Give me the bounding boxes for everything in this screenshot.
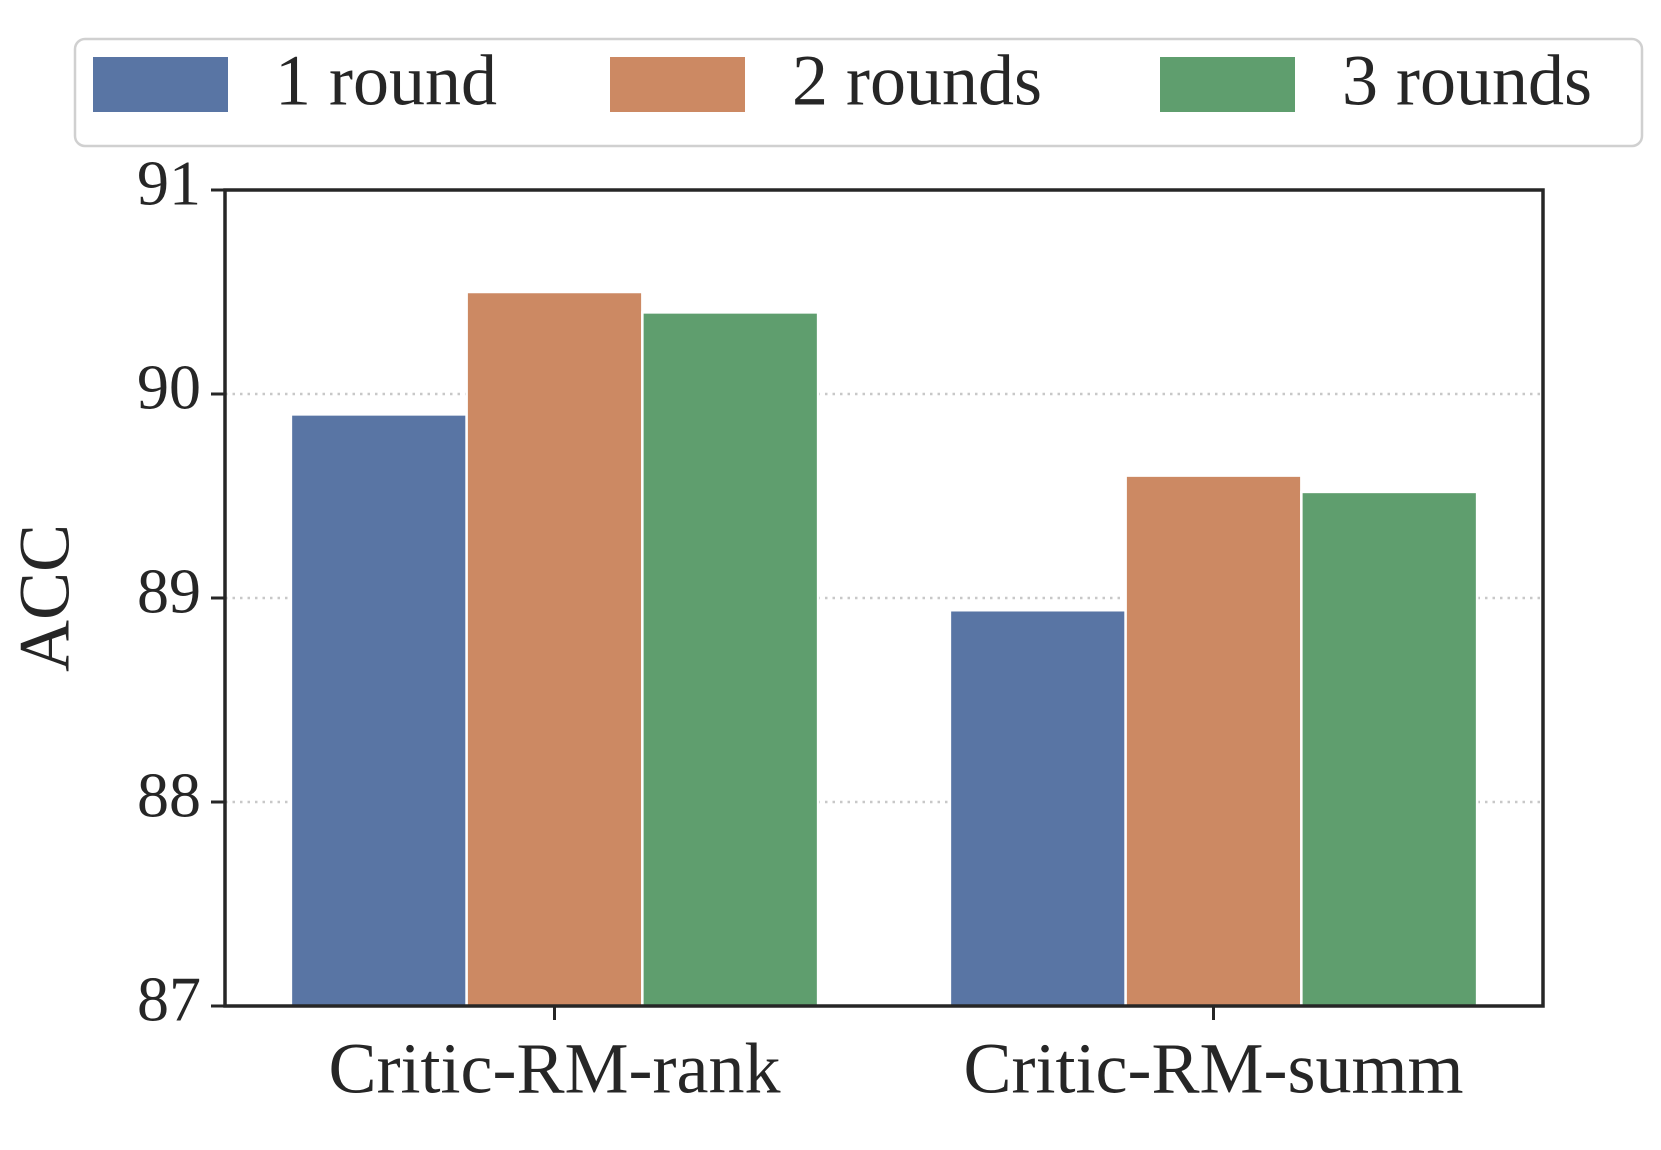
y-tick-label: 91 [137, 148, 201, 219]
bar [948, 608, 1127, 1008]
bar [1300, 490, 1479, 1008]
legend-swatch [610, 57, 745, 112]
y-tick-label: 90 [137, 352, 201, 423]
legend-label: 2 rounds [792, 41, 1042, 121]
bar [641, 311, 820, 1008]
legend-swatch [93, 57, 228, 112]
x-tick-label: Critic-RM-summ [964, 1029, 1464, 1109]
plot-frame [223, 188, 1545, 1008]
legend-label: 1 round [275, 41, 497, 121]
legend-swatch [1160, 57, 1295, 112]
bar [1124, 474, 1303, 1008]
legend: 1 round 2 rounds 3 rounds [73, 37, 1644, 148]
x-tick-label: Critic-RM-rank [329, 1029, 781, 1109]
y-tick-label: 89 [137, 556, 201, 627]
y-axis-label: ACC [5, 524, 85, 672]
legend-label: 3 rounds [1342, 41, 1592, 121]
bar [465, 290, 644, 1008]
bar [289, 413, 468, 1008]
y-tick-label: 87 [137, 964, 201, 1035]
y-tick-label: 88 [137, 760, 201, 831]
